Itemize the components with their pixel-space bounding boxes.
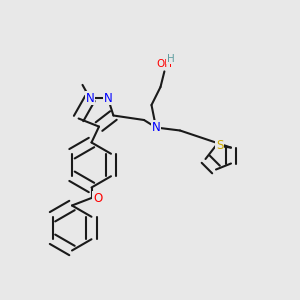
Text: H: H — [167, 54, 174, 64]
Text: S: S — [216, 139, 223, 152]
Text: O: O — [93, 191, 102, 205]
Text: OH: OH — [156, 59, 172, 69]
Text: N: N — [152, 121, 160, 134]
Text: N: N — [103, 92, 112, 105]
Text: N: N — [85, 92, 94, 105]
